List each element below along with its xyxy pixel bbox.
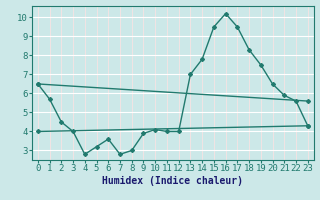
X-axis label: Humidex (Indice chaleur): Humidex (Indice chaleur) [102,176,243,186]
